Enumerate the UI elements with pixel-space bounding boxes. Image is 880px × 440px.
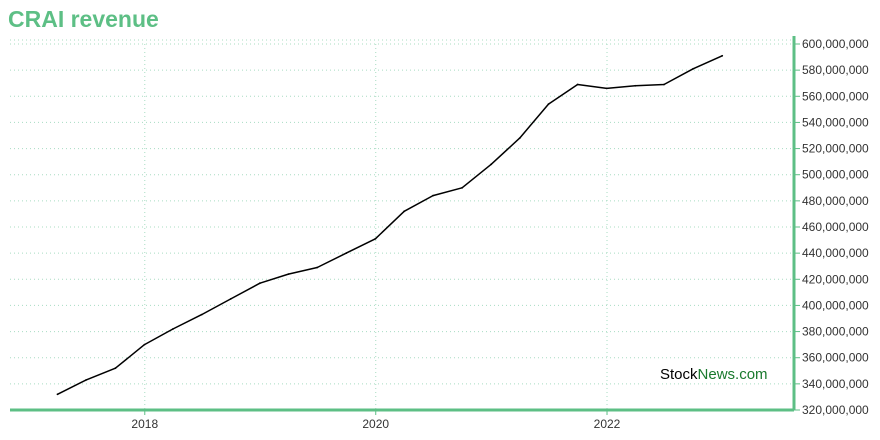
watermark-com: .com xyxy=(735,366,768,383)
data-point xyxy=(518,137,521,140)
data-point xyxy=(374,237,377,240)
revenue-series-line xyxy=(57,55,723,395)
axes xyxy=(10,36,800,415)
y-tick-label: 520,000,000 xyxy=(802,142,869,156)
y-tick-label: 360,000,000 xyxy=(802,351,869,365)
data-point xyxy=(229,298,232,300)
chart-title: CRAI revenue xyxy=(8,6,159,32)
data-point xyxy=(432,194,434,197)
data-point xyxy=(721,54,724,57)
y-tick-label: 420,000,000 xyxy=(802,272,869,286)
data-point xyxy=(114,367,117,370)
y-tick-label: 600,000,000 xyxy=(802,37,869,51)
data-point xyxy=(692,67,694,70)
y-tick-label: 540,000,000 xyxy=(802,115,869,129)
data-point xyxy=(403,210,406,213)
data-point xyxy=(576,83,579,86)
x-tick-label: 2020 xyxy=(362,417,389,431)
y-tick-label: 440,000,000 xyxy=(802,246,869,260)
data-point xyxy=(143,343,146,346)
data-point xyxy=(287,273,290,275)
tick-labels: 320,000,000 340,000,000 360,000,000 380,000… xyxy=(131,37,869,431)
y-tick-label: 320,000,000 xyxy=(802,403,869,417)
data-point xyxy=(547,103,550,105)
watermark-logo: StockNews.com xyxy=(660,366,768,383)
watermark-news: News xyxy=(698,366,736,383)
data-point xyxy=(634,84,637,87)
y-tick-label: 580,000,000 xyxy=(802,63,869,77)
y-tick-label: 400,000,000 xyxy=(802,298,869,312)
y-tick-label: 560,000,000 xyxy=(802,89,869,103)
data-point xyxy=(56,393,59,396)
data-point xyxy=(345,252,348,255)
y-tick-label: 500,000,000 xyxy=(802,168,869,182)
data-point xyxy=(172,328,174,330)
y-tick-label: 480,000,000 xyxy=(802,194,869,208)
data-point xyxy=(200,313,203,316)
watermark-stock: Stock xyxy=(660,366,698,383)
data-point xyxy=(605,87,608,90)
data-point xyxy=(316,266,319,269)
series-layer xyxy=(56,54,724,396)
data-point xyxy=(259,282,261,285)
data-point xyxy=(85,379,88,381)
y-tick-label: 460,000,000 xyxy=(802,220,869,234)
data-point xyxy=(490,163,493,166)
data-point xyxy=(663,83,665,86)
x-tick-label: 2022 xyxy=(594,417,621,431)
x-tick-label: 2018 xyxy=(131,417,158,431)
grid-lines xyxy=(10,39,794,411)
y-tick-label: 380,000,000 xyxy=(802,325,869,339)
y-tick-label: 340,000,000 xyxy=(802,377,869,391)
data-point xyxy=(461,186,463,189)
